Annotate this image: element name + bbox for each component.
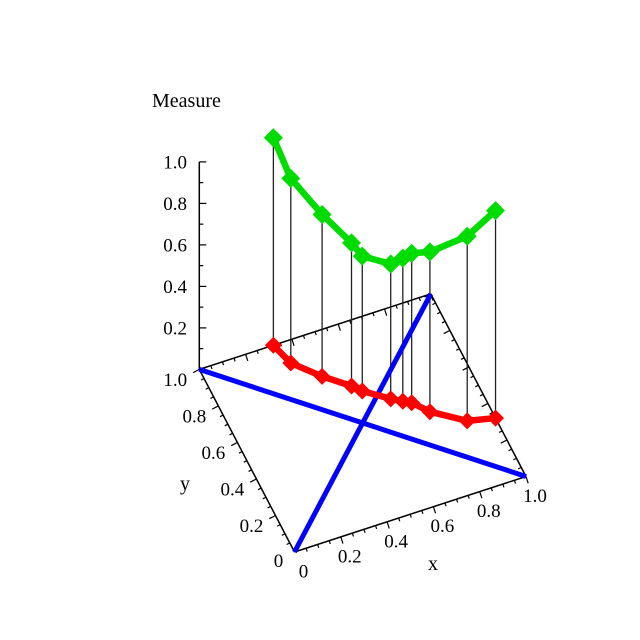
drop-lines: [272, 137, 497, 421]
tick-label: 0.6: [163, 235, 187, 256]
measure-curve-marker: [457, 226, 477, 246]
measure-curve-marker: [402, 243, 422, 263]
measure-curve: [263, 128, 506, 274]
tick-label: 0: [299, 562, 309, 583]
tick-label: 0.2: [240, 516, 264, 537]
tick-label: 0.8: [182, 406, 206, 427]
tick-label: 0.6: [202, 443, 226, 464]
base-curve-marker: [313, 367, 331, 385]
tick-label: 0.4: [221, 479, 245, 500]
measure-curve-marker: [312, 205, 332, 225]
base-path-projection-curve: [264, 336, 505, 430]
tick-label: 1.0: [523, 486, 547, 507]
tick-label: 0.6: [431, 516, 455, 537]
tick-label: 1.0: [163, 370, 187, 391]
base-curve-marker: [403, 394, 421, 412]
x-axis-title: x: [428, 553, 438, 575]
z-axis-title: Measure: [152, 90, 221, 112]
base-curve-marker: [458, 412, 476, 430]
measure-curve-marker: [486, 201, 506, 221]
axis-ticks: [192, 161, 529, 552]
base-curve-marker: [487, 409, 505, 427]
tick-label: 0.8: [477, 501, 501, 522]
measure-curve-marker: [281, 168, 301, 188]
tick-label: 0.4: [384, 531, 408, 552]
tick-label: 0.2: [163, 318, 187, 339]
tick-label: 0: [274, 551, 284, 572]
base-curve-marker: [421, 403, 439, 421]
measure-curve-marker: [420, 242, 440, 262]
measure-curve-marker: [342, 233, 362, 253]
tick-labels: 0.2 0.4 0.6 0.8 1.0 0 0.2 0.4 0.6 0.8 1.0 0 0.2 0.4 0.…: [163, 152, 547, 582]
tick-label: 1.0: [163, 152, 187, 173]
tick-label: 0.8: [163, 194, 187, 215]
plane-diagonals: [198, 292, 527, 554]
base-curve-marker: [264, 336, 282, 354]
tick-label: 0.4: [163, 277, 187, 298]
base-curve-marker: [382, 390, 400, 408]
y-axis-title: y: [180, 473, 190, 495]
base-curve-marker: [353, 382, 371, 400]
measure-curve-marker: [381, 254, 401, 274]
tick-label: 0.2: [338, 546, 362, 567]
base-curve-marker: [282, 354, 300, 372]
measure-curve-marker: [263, 128, 283, 148]
measure-curve-line: [270, 136, 498, 268]
measure-curve-marker: [352, 246, 372, 266]
